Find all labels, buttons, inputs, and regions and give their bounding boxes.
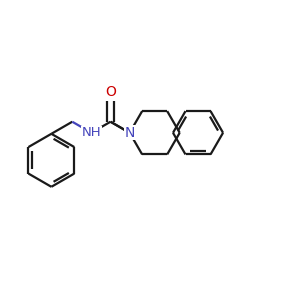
Text: NH: NH: [82, 126, 101, 139]
Text: N: N: [124, 126, 135, 140]
Text: N: N: [124, 126, 135, 140]
Text: N: N: [124, 126, 135, 140]
Text: O: O: [105, 85, 116, 99]
